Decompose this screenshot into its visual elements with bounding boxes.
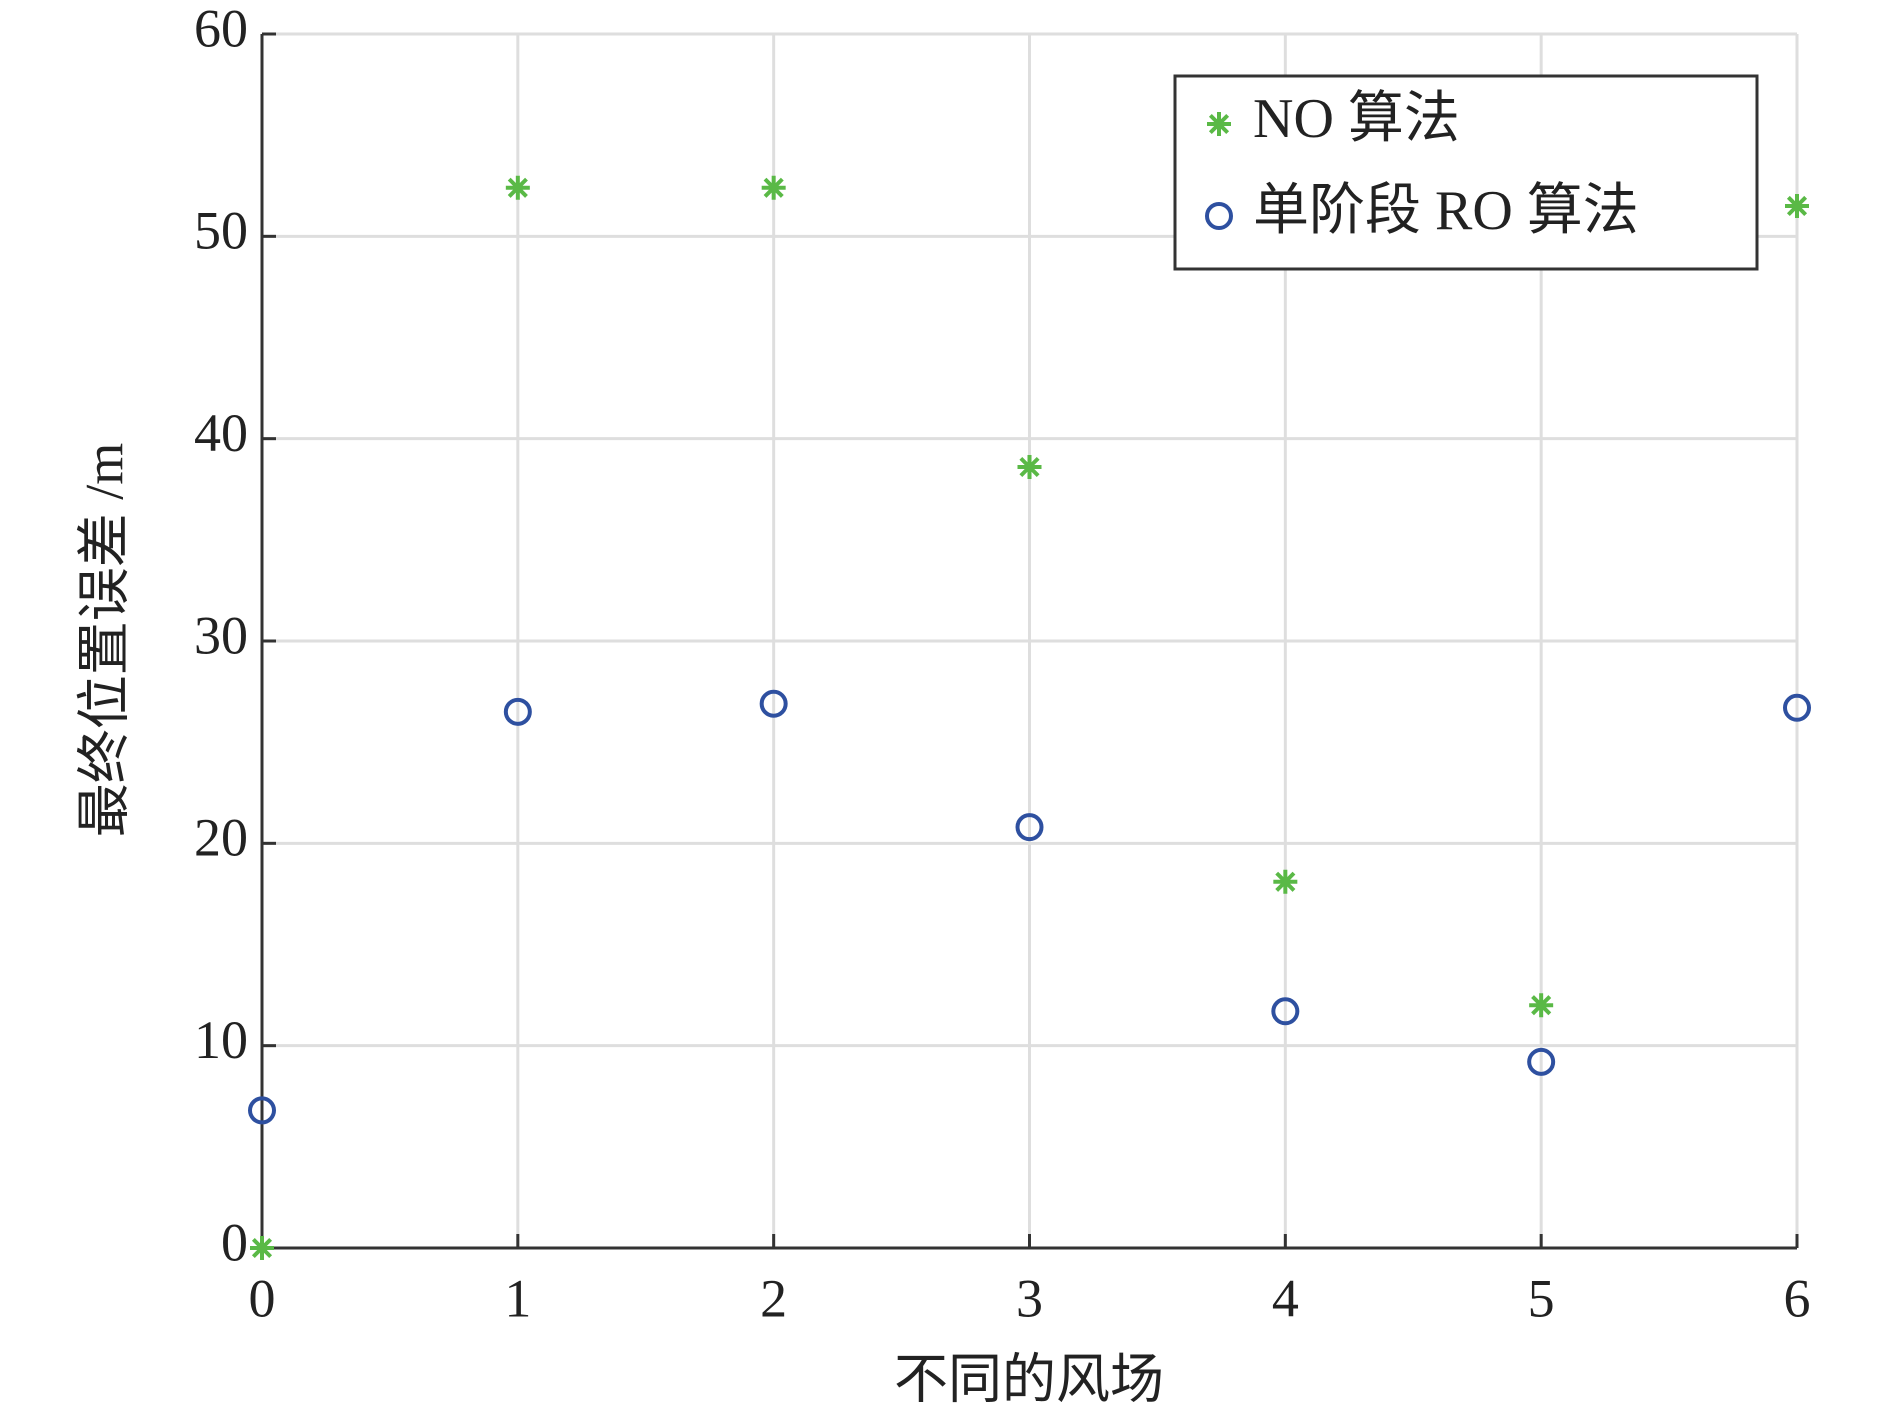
point [250, 1236, 274, 1260]
y-tick-label: 20 [194, 808, 248, 868]
legend-marker [1207, 112, 1231, 136]
y-tick-label: 0 [221, 1212, 248, 1272]
y-axis-label: 最终位置误差 /m [74, 443, 134, 838]
y-tick-label: 30 [194, 605, 248, 665]
point [248, 1096, 276, 1125]
x-tick-label: 1 [504, 1268, 531, 1328]
x-tick-label: 2 [760, 1268, 787, 1328]
y-tick-label: 40 [194, 403, 248, 463]
x-tick-label: 0 [249, 1268, 276, 1328]
point [1015, 813, 1044, 842]
x-tick-label: 6 [1784, 1268, 1811, 1328]
y-tick-label: 60 [194, 0, 248, 58]
legend-box [1173, 74, 1759, 271]
point [1273, 869, 1298, 894]
point [759, 689, 788, 718]
y-tick-label: 10 [194, 1010, 248, 1070]
point [503, 697, 532, 726]
x-tick-label: 3 [1016, 1268, 1043, 1328]
point [1527, 1047, 1556, 1076]
x-tick-label: 4 [1272, 1268, 1299, 1328]
point [1271, 997, 1300, 1026]
legend-marker [1205, 202, 1233, 230]
point [1017, 454, 1042, 479]
point [1529, 993, 1554, 1018]
point [1783, 693, 1811, 722]
x-tick-label: 5 [1528, 1268, 1555, 1328]
point [761, 175, 786, 200]
x-axis-label: 不同的风场 [894, 1349, 1164, 1409]
point [1785, 193, 1809, 218]
y-tick-label: 50 [194, 201, 248, 261]
point [505, 175, 530, 200]
legend-label: 单阶段 RO 算法 [1253, 180, 1639, 242]
legend-label: NO 算法 [1253, 88, 1460, 150]
